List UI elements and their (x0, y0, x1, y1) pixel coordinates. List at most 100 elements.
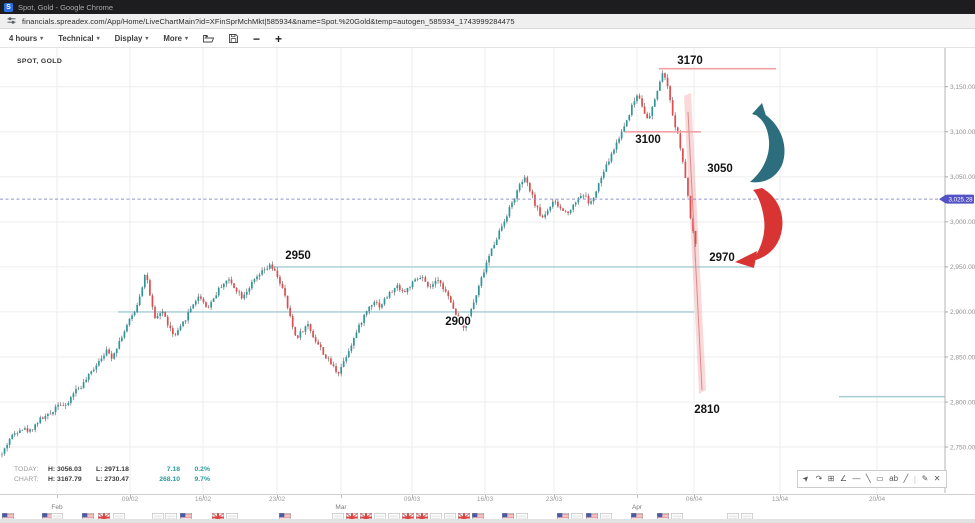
event-flag-uk[interactable] (416, 509, 428, 523)
ray-icon[interactable]: ╱ (903, 474, 909, 483)
event-flag-us[interactable] (502, 509, 514, 522)
event-flag-none[interactable] (152, 509, 164, 522)
event-flag-none[interactable] (165, 509, 177, 522)
event-flag-none[interactable] (516, 509, 528, 522)
event-flag-uk[interactable] (98, 509, 110, 523)
price-annotation-label: 2970 (709, 252, 735, 264)
zoom-out-button[interactable]: − (253, 31, 261, 46)
event-flag-none[interactable] (741, 509, 753, 522)
month-label: Apr (631, 504, 643, 511)
month-label: Mar (335, 504, 347, 511)
event-flag-us[interactable] (631, 509, 643, 522)
price-axis-label: 2,750.00 (950, 444, 975, 451)
event-flag-us[interactable] (472, 509, 484, 522)
spreadex-favicon: S (4, 2, 13, 12)
event-flag-uk[interactable] (360, 509, 372, 523)
horizontal-line-icon[interactable]: — (852, 474, 861, 483)
time-axis-tick (694, 495, 695, 498)
rectangle-icon[interactable]: ▭ (876, 474, 884, 483)
curved-arrow-icon[interactable]: ↷ (815, 474, 823, 483)
more-dropdown[interactable]: More ▾ (163, 34, 189, 43)
time-axis-tick (637, 495, 638, 498)
price-axis-label: 2,900.00 (950, 309, 975, 316)
event-flag-none[interactable] (671, 509, 683, 522)
zoom-in-button[interactable]: + (275, 31, 283, 46)
candlesticks (1, 70, 697, 458)
time-axis-tick (485, 495, 486, 498)
event-flag-uk[interactable] (402, 509, 414, 523)
event-flag-us[interactable] (2, 509, 14, 522)
current-price-badge (946, 194, 974, 204)
time-axis-tick (130, 495, 131, 498)
event-flag-us[interactable] (82, 509, 94, 522)
price-annotation-label: 3170 (677, 55, 703, 67)
url-text[interactable]: financials.spreadex.com/App/Home/LiveCha… (22, 16, 515, 26)
event-flag-none[interactable] (727, 509, 739, 522)
chart-area[interactable]: 3,150.00 3,100.00 3,050.00 3,000.00 2,950.00… (0, 48, 975, 494)
separator: | (913, 474, 917, 484)
price-axis-label: 3,100.00 (950, 129, 975, 136)
today-stats-row: TODAY: H: 3056.03 L: 2971.18 7.18 0.2% (14, 466, 211, 473)
event-flag-none[interactable] (51, 509, 63, 522)
event-flag-none[interactable] (332, 509, 344, 522)
display-dropdown[interactable]: Display ▾ (114, 34, 149, 43)
price-axis-label: 2,800.00 (950, 399, 975, 406)
event-flag-none[interactable] (113, 509, 125, 522)
title-bar: S Spot, Gold - Google Chrome (0, 0, 975, 14)
event-flag-us[interactable] (180, 509, 192, 522)
event-flag-none[interactable] (571, 509, 583, 522)
price-axis-label: 3,050.00 (950, 174, 975, 181)
event-flag-uk[interactable] (212, 509, 224, 523)
date-label: 20/04 (868, 496, 886, 503)
grid-icon[interactable]: ⊞ (827, 474, 835, 483)
event-flag-uk[interactable] (458, 509, 470, 523)
event-flag-none[interactable] (226, 509, 238, 522)
price-annotation-label: 3100 (635, 134, 661, 146)
event-flag-us[interactable] (279, 509, 291, 522)
pencil-icon[interactable]: ✎ (921, 474, 929, 483)
time-axis-tick (341, 495, 342, 498)
technical-dropdown[interactable]: Technical ▾ (58, 34, 100, 43)
bottom-scrollbar[interactable] (0, 519, 975, 523)
time-axis: 09/02 16/02 23/02 09/03 16/03 23/03 06/04 13/04… (0, 494, 975, 523)
chevron-down-icon: ▾ (145, 36, 149, 42)
price-axis-label: 3,000.00 (950, 219, 975, 226)
event-flag-uk[interactable] (346, 509, 358, 523)
event-flag-us[interactable] (657, 509, 669, 522)
candlestick-chart-canvas[interactable]: 3,150.00 3,100.00 3,050.00 3,000.00 2,950.00… (0, 48, 975, 494)
chevron-down-icon: ▾ (40, 36, 44, 42)
angle-lines-icon[interactable]: ∠ (839, 474, 848, 483)
date-label: 13/04 (771, 496, 789, 503)
chart-high: H: 3167.79 (48, 476, 82, 483)
event-flag-none[interactable] (374, 509, 386, 522)
site-settings-icon[interactable] (7, 12, 16, 30)
time-axis-tick (412, 495, 413, 498)
url-bar[interactable]: financials.spreadex.com/App/Home/LiveCha… (0, 14, 975, 29)
projection-line (687, 111, 703, 391)
price-axis-label: 2,850.00 (950, 354, 975, 361)
open-folder-icon[interactable] (203, 34, 215, 43)
save-icon[interactable] (229, 34, 238, 43)
event-flag-none[interactable] (444, 509, 456, 522)
time-axis-tick (877, 495, 878, 498)
time-axis-tick (277, 495, 278, 498)
event-flag-none[interactable] (388, 509, 400, 522)
trendline-icon[interactable]: ╲ (865, 474, 871, 483)
time-axis-tick (203, 495, 204, 498)
today-change-pct: 0.2% (194, 466, 211, 473)
event-flag-none[interactable] (430, 509, 442, 522)
event-flag-us[interactable] (586, 509, 598, 522)
price-annotation-label: 2900 (445, 316, 471, 328)
close-icon[interactable]: ✕ (933, 474, 941, 483)
red-down-arrow-head (735, 251, 757, 268)
event-flag-us[interactable] (557, 509, 569, 522)
timeframe-dropdown[interactable]: 4 hours ▾ (9, 34, 44, 43)
price-annotation-label: 3050 (707, 163, 733, 175)
today-high: H: 3056.03 (48, 466, 82, 473)
chart-low: L: 2730.47 (96, 476, 129, 483)
price-annotation-label: 2810 (694, 404, 720, 416)
text-tool-icon[interactable]: ab (889, 474, 899, 483)
event-flag-none[interactable] (600, 509, 612, 522)
date-label: 23/03 (545, 496, 563, 503)
cursor-icon[interactable]: ➤ (800, 473, 812, 485)
